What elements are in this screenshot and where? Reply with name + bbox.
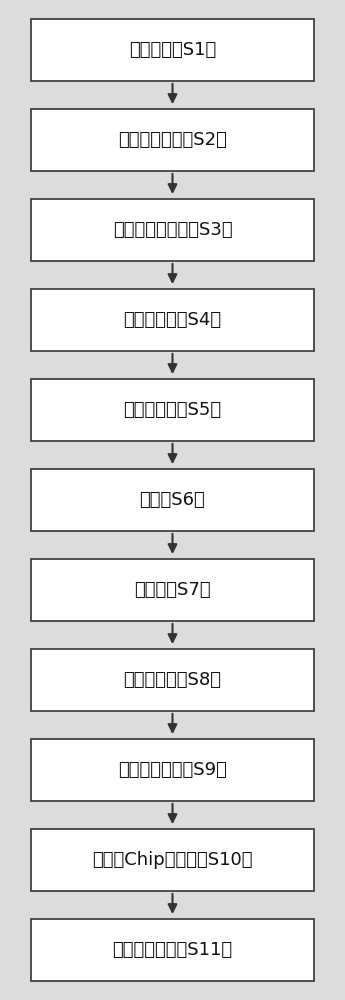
Bar <box>31 649 314 711</box>
Bar <box>31 559 314 621</box>
Text: 积层（S6）: 积层（S6） <box>140 491 205 509</box>
Bar <box>31 919 314 981</box>
Bar <box>31 19 314 81</box>
Text: 芯片（Chip）切割（S10）: 芯片（Chip）切割（S10） <box>92 851 253 869</box>
Bar <box>31 199 314 261</box>
Text: 电介层形成（S5）: 电介层形成（S5） <box>124 401 221 419</box>
Text: 保护层形成（S8）: 保护层形成（S8） <box>124 671 221 689</box>
Bar <box>31 829 314 891</box>
Bar <box>31 289 314 351</box>
Text: 电极层形成（S4）: 电极层形成（S4） <box>124 311 221 329</box>
Bar <box>31 469 314 531</box>
Text: 热处理（S7）: 热处理（S7） <box>134 581 211 599</box>
Bar <box>31 109 314 171</box>
Bar <box>31 379 314 441</box>
Text: 初期络缘层形成（S3）: 初期络缘层形成（S3） <box>113 221 232 239</box>
Text: 晶片准备（S1）: 晶片准备（S1） <box>129 41 216 59</box>
Text: 晶片背面研磨（S9）: 晶片背面研磨（S9） <box>118 761 227 779</box>
Text: 外部电极形成（S11）: 外部电极形成（S11） <box>112 941 233 959</box>
Bar <box>31 739 314 801</box>
Text: 积层层数指定（S2）: 积层层数指定（S2） <box>118 131 227 149</box>
